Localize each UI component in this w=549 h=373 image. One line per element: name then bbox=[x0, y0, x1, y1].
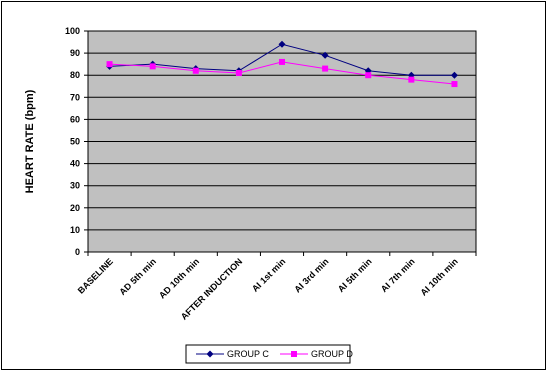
y-tick-label: 50 bbox=[70, 137, 80, 147]
data-point bbox=[408, 76, 415, 83]
x-tick-label: AI 10th min bbox=[418, 256, 459, 297]
legend: GROUP C GROUP D bbox=[185, 344, 353, 364]
data-point bbox=[322, 65, 329, 72]
plot-border bbox=[87, 30, 477, 253]
legend-swatch-marker bbox=[206, 350, 214, 358]
x-tick-label: AI 5th min bbox=[336, 256, 374, 294]
y-tick-label: 100 bbox=[65, 26, 80, 36]
y-tick-label: 10 bbox=[70, 225, 80, 235]
y-tick-label: 20 bbox=[70, 203, 80, 213]
data-point bbox=[451, 81, 458, 88]
x-tick-label: BASELINE bbox=[76, 256, 115, 295]
y-axis-label: HEART RATE (bpm) bbox=[24, 89, 36, 193]
y-tick-label: 60 bbox=[70, 114, 80, 124]
x-tick-label: AD 5th min bbox=[117, 256, 158, 297]
series-2 bbox=[106, 58, 458, 88]
x-tick-label: AI 1st min bbox=[250, 256, 287, 293]
x-tick-label: AI 3rd min bbox=[292, 256, 330, 294]
data-point bbox=[279, 58, 285, 65]
data-point bbox=[235, 69, 242, 76]
legend-box bbox=[185, 344, 351, 364]
data-point bbox=[192, 67, 199, 74]
legend-label: GROUP C bbox=[227, 349, 269, 359]
data-point bbox=[365, 72, 372, 79]
y-tick-label: 70 bbox=[70, 92, 80, 102]
y-tick-label: 30 bbox=[70, 181, 80, 191]
y-tick-label: 90 bbox=[70, 48, 80, 58]
x-tick-label: AD 10th min bbox=[157, 256, 201, 300]
data-point bbox=[450, 71, 458, 79]
data-point bbox=[149, 63, 156, 70]
data-point bbox=[321, 51, 329, 59]
legend-swatch-marker bbox=[291, 351, 297, 357]
y-tick-label: 0 bbox=[75, 247, 80, 257]
series-lines bbox=[106, 40, 458, 88]
legend-label: GROUP D bbox=[311, 349, 353, 359]
x-tick-label: AI 7th min bbox=[379, 256, 417, 294]
y-tick-label: 80 bbox=[70, 70, 80, 80]
data-point bbox=[278, 40, 286, 48]
data-point bbox=[106, 61, 113, 68]
y-tick-label: 40 bbox=[70, 159, 80, 169]
